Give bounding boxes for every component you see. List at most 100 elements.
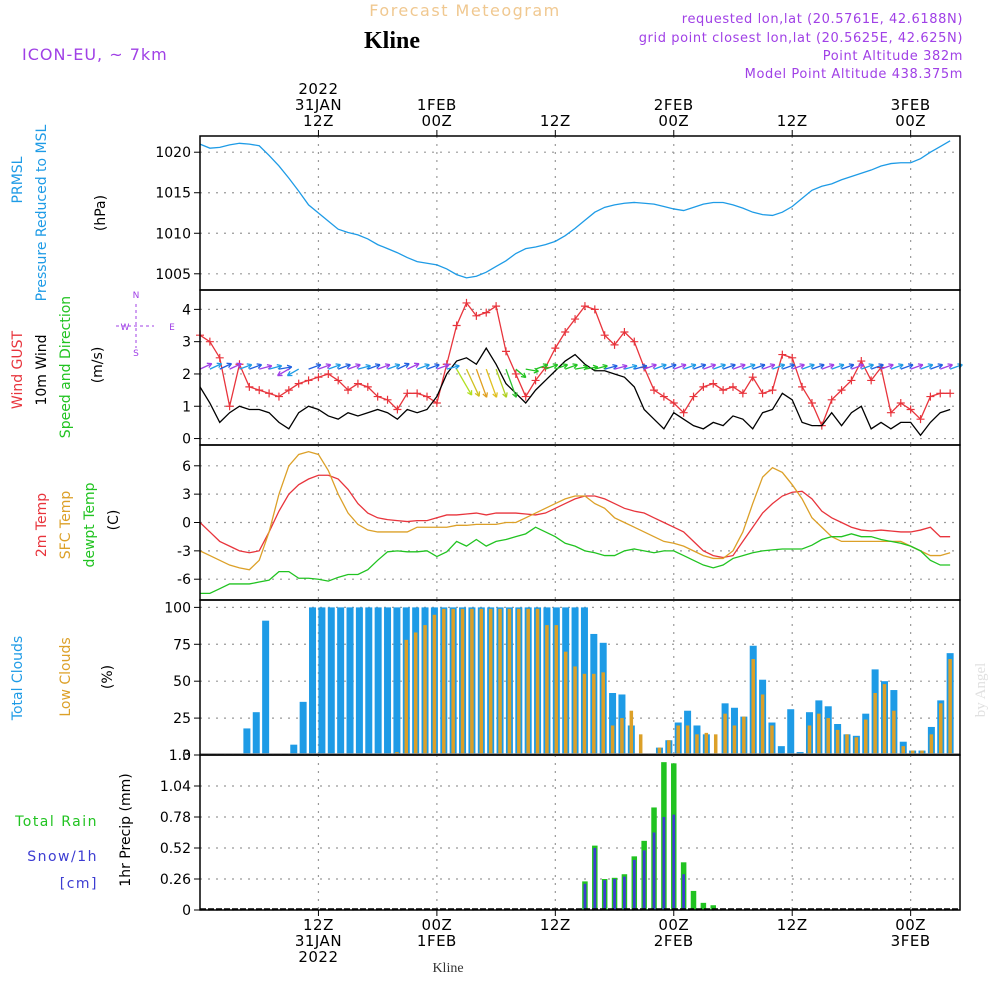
panel-precip: 0 0.26 0.52 0.78 1.04 1.3	[160, 748, 961, 919]
wind-arrow-head	[819, 363, 825, 369]
wind-arrow-head	[276, 363, 283, 370]
wind-arrow	[485, 368, 498, 398]
bar-clouds-secondary	[770, 725, 774, 755]
wind-arrow-head	[246, 363, 253, 369]
bar-clouds-total	[318, 607, 326, 755]
bar-clouds-total	[309, 607, 317, 755]
compass-w: W	[121, 323, 130, 333]
gust-point	[580, 302, 589, 311]
wind-arrow	[287, 368, 300, 377]
gust-point	[403, 389, 412, 398]
wind-arrow	[663, 364, 677, 370]
bar-clouds-secondary	[526, 608, 530, 755]
wind-arrow-head	[602, 363, 608, 370]
bar-precip-secondary	[593, 848, 597, 910]
bar-clouds-secondary	[535, 608, 540, 755]
wind-arrow-head	[937, 363, 944, 369]
point-altitude: Point Altitude 382m	[823, 49, 963, 64]
bar-clouds-secondary	[488, 608, 493, 755]
wind-arrow	[436, 364, 450, 370]
gust-point	[383, 395, 392, 404]
wind-arrow-head	[858, 363, 865, 369]
bar-clouds-secondary	[920, 750, 924, 755]
bar-clouds-total	[337, 607, 345, 755]
bar-clouds-total	[252, 712, 260, 755]
gust-point	[630, 337, 639, 346]
bottom-axis-label: 12Z	[303, 916, 334, 934]
temp-ylabel-2: SFC Temp	[58, 491, 74, 560]
gust-point	[423, 392, 432, 401]
bar-clouds-total	[262, 620, 270, 755]
gust-point	[689, 392, 698, 401]
bar-clouds-secondary	[470, 608, 474, 755]
y-tick-label: 1015	[155, 186, 191, 202]
bar-clouds-secondary	[610, 725, 615, 755]
wind-ylabel-1: Wind GUST	[10, 330, 26, 409]
gust-point	[462, 298, 471, 307]
top-axis-label: 2022	[298, 80, 338, 98]
bar-clouds-total	[787, 709, 795, 755]
bar-precip-secondary	[652, 832, 656, 910]
wind-ylabel-3: Speed and Direction	[58, 296, 74, 438]
bar-clouds-secondary	[704, 732, 709, 755]
gust-point	[393, 405, 402, 414]
y-tick-label: 1010	[155, 226, 191, 242]
wind-arrow-head	[482, 392, 489, 398]
bottom-axis-label: 3FEB	[891, 932, 931, 950]
wind-arrow-head	[277, 371, 283, 377]
wind-arrow-head	[690, 363, 697, 369]
wind-arrow	[930, 364, 943, 370]
wind-arrow-head	[799, 363, 805, 369]
wind-arrow-head	[216, 362, 223, 369]
wind-arrow-head	[917, 363, 924, 369]
gust-point	[561, 327, 570, 336]
wind-arrow	[752, 364, 766, 370]
bar-clouds-secondary	[498, 608, 502, 755]
bar-precip-secondary	[583, 883, 587, 910]
bar-clouds-secondary	[854, 737, 859, 755]
top-axis-label: 12Z	[777, 112, 808, 130]
wind-arrow	[249, 364, 262, 370]
wind-arrow-head	[878, 363, 884, 369]
wind-arrow-head	[740, 363, 746, 369]
gust-point	[827, 395, 836, 404]
series-line-2m-temp	[199, 474, 951, 559]
bar-clouds-secondary	[873, 693, 877, 755]
bottom-axis-label: 12Z	[777, 916, 808, 934]
bar-clouds-secondary	[901, 746, 905, 755]
gust-point	[245, 382, 254, 391]
gust-point	[215, 353, 224, 362]
series-line-sfc-temp	[199, 450, 951, 571]
y-tick-label: 1020	[155, 145, 191, 161]
wind-arrow-head	[404, 362, 410, 369]
wind-arrow-head	[266, 363, 273, 370]
gust-point	[798, 382, 807, 391]
wind-arrow-head	[661, 363, 667, 369]
bar-clouds-secondary	[563, 651, 568, 755]
wind-arrow	[643, 364, 657, 370]
wind-arrow-head	[454, 363, 460, 370]
wind-arrow-head	[651, 363, 657, 369]
gust-point	[521, 392, 530, 401]
wind-arrow	[564, 364, 578, 370]
bottom-axis-label: 00Z	[658, 916, 689, 934]
wind-arrow	[703, 364, 716, 370]
wind-arrow	[732, 364, 746, 370]
bar-precip-total	[700, 902, 707, 910]
wind-arrow	[910, 364, 924, 370]
wind-arrow	[515, 368, 527, 378]
gust-point	[472, 311, 481, 320]
gust-point	[748, 373, 757, 382]
bar-clouds-total	[355, 607, 363, 755]
bar-precip-total	[710, 905, 716, 910]
bar-clouds-secondary	[695, 734, 699, 755]
credit-watermark: by Angel	[973, 663, 989, 718]
clouds-ylabel-2: Low Clouds	[58, 637, 74, 716]
gust-point	[620, 327, 629, 336]
wind-arrow-head	[345, 363, 351, 369]
precip-legend-snow: Snow/1h	[27, 849, 98, 865]
gust-point	[225, 402, 234, 411]
bar-clouds-total	[327, 607, 335, 755]
y-tick-label: 1005	[155, 267, 191, 283]
